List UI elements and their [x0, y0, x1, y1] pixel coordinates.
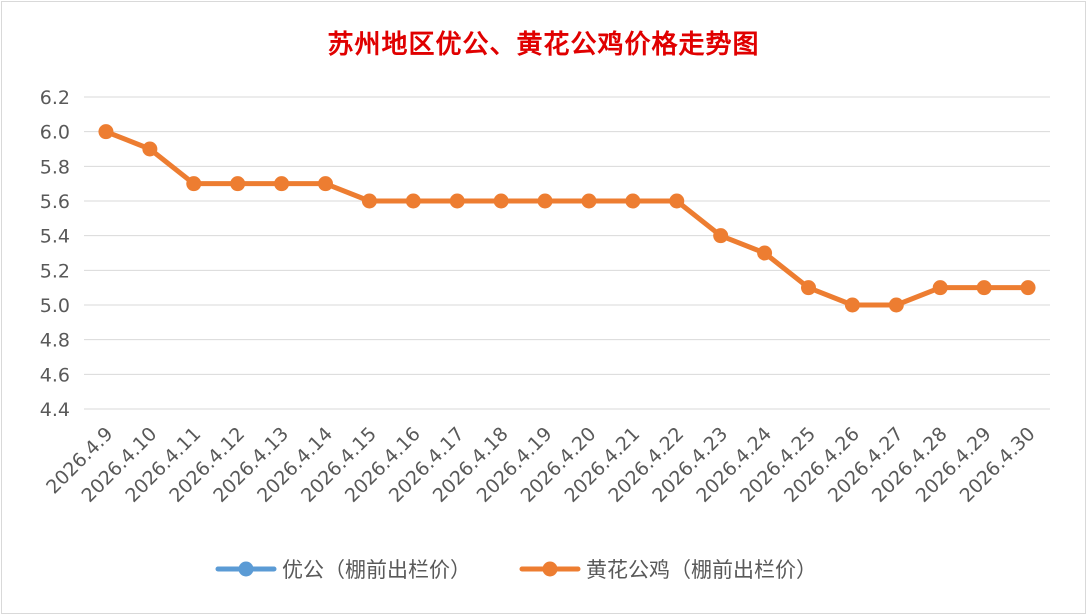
- legend-item: 优公（棚前出栏价）: [215, 558, 471, 582]
- legend-item: 黄花公鸡（棚前出栏价）: [519, 558, 817, 582]
- data-point: [449, 193, 465, 209]
- series-1: [98, 124, 1036, 313]
- legend-dot-marker: [238, 561, 254, 577]
- data-point: [932, 280, 948, 296]
- data-point: [757, 245, 773, 261]
- data-point: [844, 297, 860, 313]
- legend-label: 优公（棚前出栏价）: [282, 558, 471, 582]
- data-point: [581, 193, 597, 209]
- data-point: [361, 193, 377, 209]
- data-point: [1020, 280, 1036, 296]
- y-tick-label: 5.0: [40, 295, 70, 317]
- data-point: [669, 193, 685, 209]
- data-point: [888, 297, 904, 313]
- data-point: [186, 176, 202, 192]
- series-layer: [98, 124, 1036, 313]
- y-tick-label: 6.0: [40, 122, 70, 144]
- data-point: [142, 141, 158, 157]
- legend-label: 黄花公鸡（棚前出栏价）: [586, 558, 817, 582]
- y-tick-label: 6.2: [40, 87, 70, 109]
- data-point: [405, 193, 421, 209]
- legend: 优公（棚前出栏价） 黄花公鸡（棚前出栏价）: [215, 558, 817, 582]
- legend-dot-marker: [542, 561, 558, 577]
- y-tick-label: 4.6: [40, 364, 70, 386]
- data-point: [713, 228, 729, 244]
- y-axis-ticks: 6.2 6.0 5.8 5.6 5.4 5.2 5.0 4.8 4.6 4.4: [40, 87, 70, 421]
- data-point: [98, 124, 114, 140]
- data-point: [625, 193, 641, 209]
- y-tick-label: 5.6: [40, 191, 70, 213]
- y-tick-label: 5.2: [40, 260, 70, 282]
- data-point: [537, 193, 553, 209]
- y-tick-label: 5.8: [40, 156, 70, 178]
- data-point: [801, 280, 816, 296]
- gridlines: [84, 96, 1050, 410]
- data-point: [318, 176, 333, 192]
- data-point: [230, 176, 246, 192]
- y-tick-label: 4.4: [40, 399, 70, 421]
- y-tick-label: 4.8: [40, 330, 70, 352]
- y-tick-label: 5.4: [40, 226, 70, 248]
- chart-title: 苏州地区优公、黄花公鸡价格走势图: [327, 30, 760, 60]
- data-point: [976, 280, 992, 296]
- x-axis-ticks: 2026.4.92026.4.102026.4.112026.4.122026.…: [42, 423, 1039, 507]
- series-line: [103, 129, 1031, 308]
- data-point: [493, 193, 509, 209]
- data-point: [274, 176, 290, 192]
